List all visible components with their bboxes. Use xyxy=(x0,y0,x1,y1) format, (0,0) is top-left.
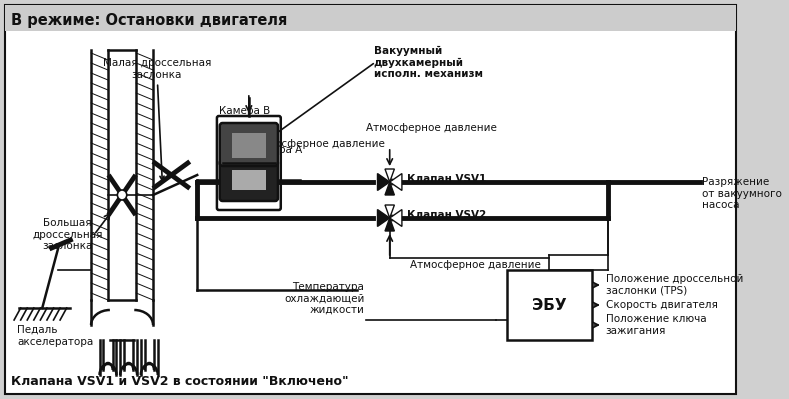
Polygon shape xyxy=(377,174,390,190)
Polygon shape xyxy=(385,182,394,195)
Polygon shape xyxy=(377,209,390,227)
FancyBboxPatch shape xyxy=(219,160,278,201)
Polygon shape xyxy=(390,174,402,190)
Text: Клапана VSV1 и VSV2 в состоянии "Включено": Клапана VSV1 и VSV2 в состоянии "Включен… xyxy=(11,375,349,388)
Text: Большая
дроссельная
заслонка: Большая дроссельная заслонка xyxy=(32,218,103,251)
Text: Клапан VSV1: Клапан VSV1 xyxy=(406,174,486,184)
Text: Педаль
акселератора: Педаль акселератора xyxy=(17,325,93,347)
Text: Разряжение
от вакуумного
насоса: Разряжение от вакуумного насоса xyxy=(702,177,782,210)
Text: ЭБУ: ЭБУ xyxy=(532,298,567,312)
Polygon shape xyxy=(385,205,394,218)
FancyBboxPatch shape xyxy=(5,5,736,31)
Polygon shape xyxy=(385,218,394,231)
Text: Скорость двигателя: Скорость двигателя xyxy=(606,300,717,310)
FancyBboxPatch shape xyxy=(219,123,278,166)
FancyBboxPatch shape xyxy=(232,170,266,190)
Text: Вакуумный
двухкамерный
исполн. механизм: Вакуумный двухкамерный исполн. механизм xyxy=(374,46,483,79)
Text: Положение дроссельной
заслонки (TPS): Положение дроссельной заслонки (TPS) xyxy=(606,274,743,296)
Text: Атмосферное давление: Атмосферное давление xyxy=(410,260,541,270)
Text: Атмосферное давление: Атмосферное давление xyxy=(366,123,497,133)
Text: Атмосферное давление: Атмосферное давление xyxy=(254,139,385,149)
FancyBboxPatch shape xyxy=(232,133,266,158)
Text: Температура
охлаждающей
жидкости: Температура охлаждающей жидкости xyxy=(284,282,365,315)
Text: Камера А: Камера А xyxy=(251,145,302,155)
Text: Малая дроссельная
заслонка: Малая дроссельная заслонка xyxy=(103,58,211,180)
Polygon shape xyxy=(390,209,402,227)
Text: В режиме: Остановки двигателя: В режиме: Остановки двигателя xyxy=(11,12,288,28)
FancyBboxPatch shape xyxy=(507,270,592,340)
Text: Положение ключа
зажигания: Положение ключа зажигания xyxy=(606,314,706,336)
Circle shape xyxy=(118,190,127,200)
Polygon shape xyxy=(385,169,394,182)
Text: Клапан VSV2: Клапан VSV2 xyxy=(406,210,486,220)
FancyBboxPatch shape xyxy=(5,5,736,394)
Text: Камера В: Камера В xyxy=(219,106,270,116)
